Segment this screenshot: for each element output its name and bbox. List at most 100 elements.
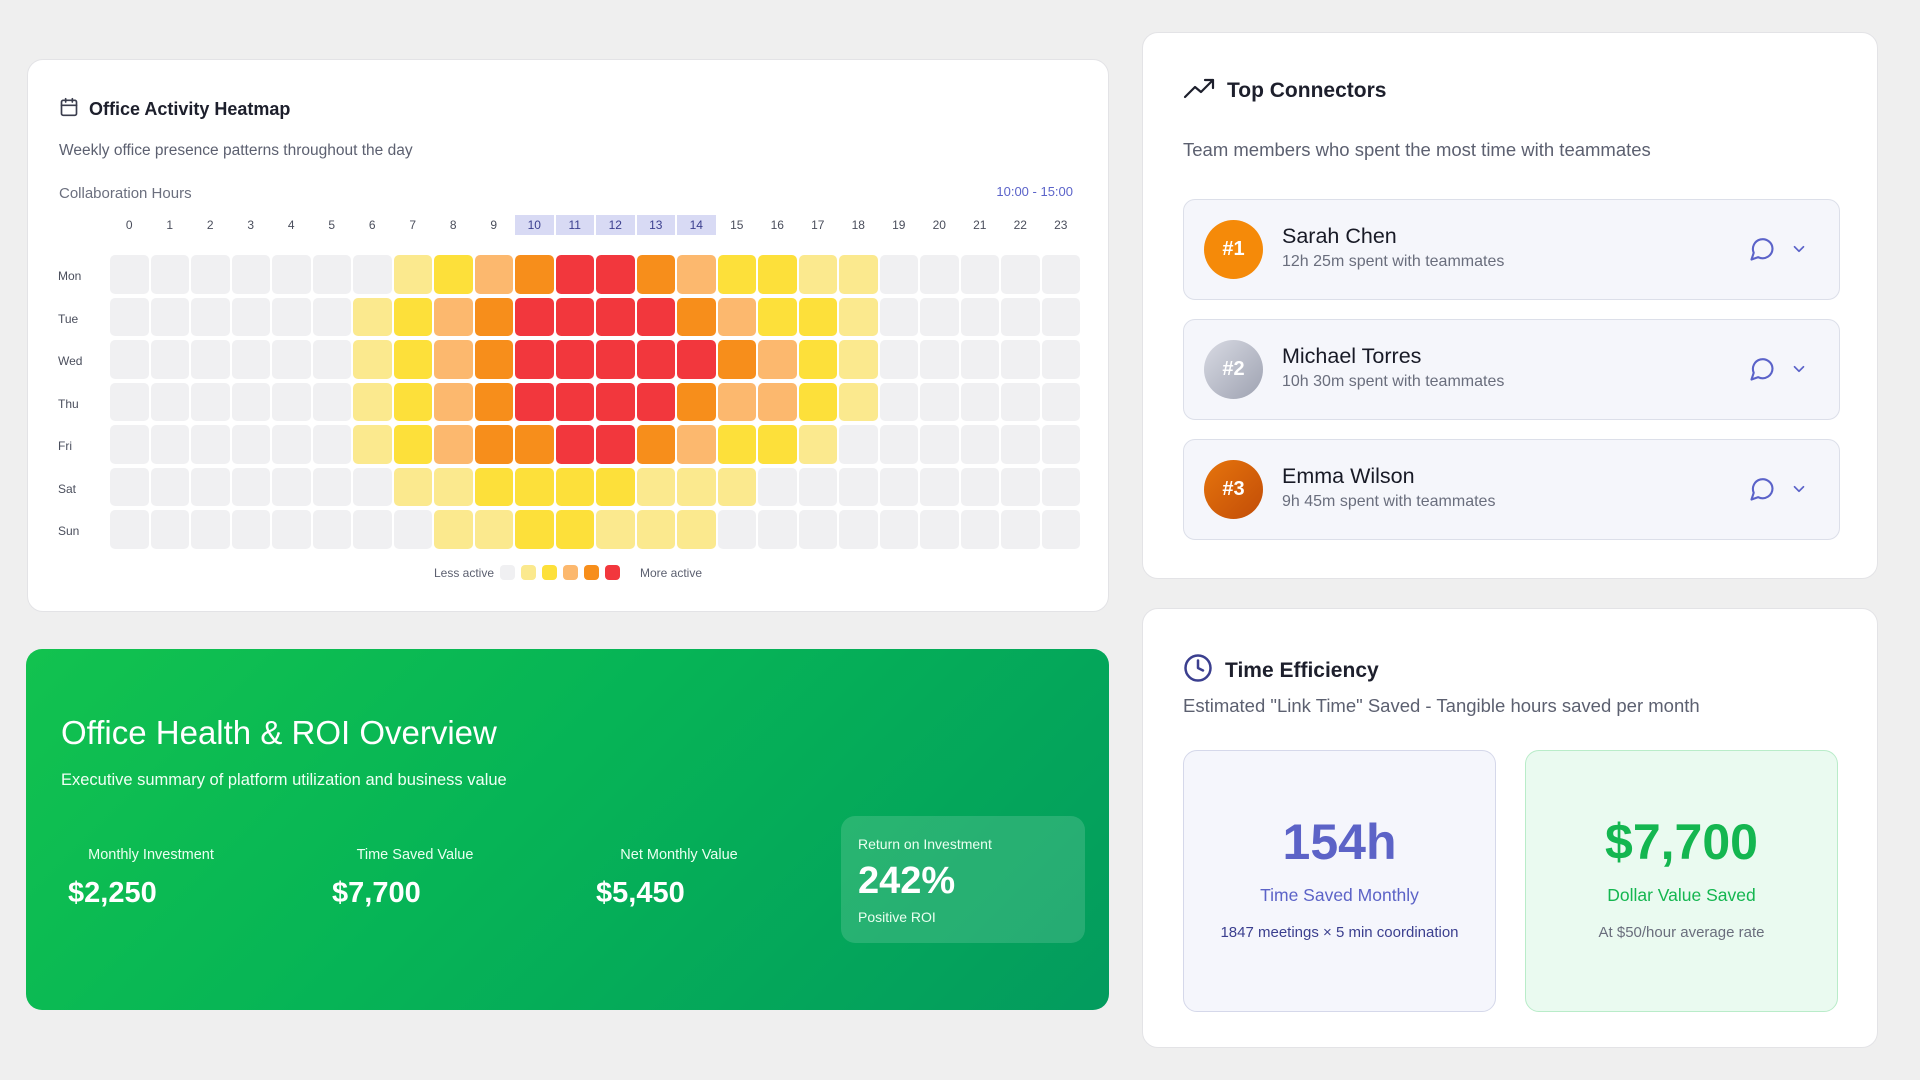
heatmap-cell[interactable]: [596, 340, 635, 379]
heatmap-cell[interactable]: [758, 467, 797, 506]
chevron-down-icon[interactable]: [1790, 480, 1808, 503]
heatmap-cell[interactable]: [960, 297, 999, 336]
heatmap-cell[interactable]: [272, 510, 311, 549]
heatmap-cell[interactable]: [474, 425, 513, 464]
heatmap-cell[interactable]: [555, 425, 594, 464]
chevron-down-icon[interactable]: [1790, 360, 1808, 383]
heatmap-cell[interactable]: [758, 340, 797, 379]
heatmap-cell[interactable]: [758, 425, 797, 464]
heatmap-cell[interactable]: [231, 297, 270, 336]
heatmap-cell[interactable]: [515, 510, 554, 549]
heatmap-cell[interactable]: [839, 467, 878, 506]
heatmap-cell[interactable]: [758, 382, 797, 421]
heatmap-cell[interactable]: [555, 297, 594, 336]
heatmap-cell[interactable]: [596, 382, 635, 421]
heatmap-cell[interactable]: [474, 382, 513, 421]
heatmap-cell[interactable]: [110, 425, 149, 464]
heatmap-cell[interactable]: [798, 425, 837, 464]
heatmap-cell[interactable]: [879, 510, 918, 549]
heatmap-cell[interactable]: [434, 340, 473, 379]
heatmap-cell[interactable]: [960, 382, 999, 421]
heatmap-cell[interactable]: [191, 255, 230, 294]
heatmap-cell[interactable]: [839, 340, 878, 379]
heatmap-cell[interactable]: [353, 510, 392, 549]
heatmap-cell[interactable]: [150, 467, 189, 506]
heatmap-cell[interactable]: [191, 382, 230, 421]
heatmap-cell[interactable]: [434, 425, 473, 464]
heatmap-cell[interactable]: [677, 467, 716, 506]
heatmap-cell[interactable]: [920, 255, 959, 294]
heatmap-cell[interactable]: [555, 510, 594, 549]
heatmap-cell[interactable]: [879, 340, 918, 379]
heatmap-cell[interactable]: [920, 297, 959, 336]
heatmap-cell[interactable]: [596, 425, 635, 464]
heatmap-cell[interactable]: [150, 340, 189, 379]
heatmap-cell[interactable]: [839, 255, 878, 294]
heatmap-cell[interactable]: [839, 382, 878, 421]
heatmap-cell[interactable]: [434, 510, 473, 549]
heatmap-cell[interactable]: [920, 340, 959, 379]
connector-item[interactable]: #2 Michael Torres 10h 30m spent with tea…: [1183, 319, 1840, 420]
heatmap-cell[interactable]: [353, 467, 392, 506]
heatmap-cell[interactable]: [960, 425, 999, 464]
heatmap-cell[interactable]: [798, 382, 837, 421]
heatmap-cell[interactable]: [1001, 510, 1040, 549]
heatmap-cell[interactable]: [312, 510, 351, 549]
heatmap-cell[interactable]: [1001, 297, 1040, 336]
heatmap-cell[interactable]: [636, 340, 675, 379]
heatmap-cell[interactable]: [555, 382, 594, 421]
heatmap-cell[interactable]: [231, 340, 270, 379]
heatmap-cell[interactable]: [636, 255, 675, 294]
heatmap-cell[interactable]: [596, 510, 635, 549]
heatmap-cell[interactable]: [879, 467, 918, 506]
heatmap-cell[interactable]: [150, 425, 189, 464]
heatmap-cell[interactable]: [474, 255, 513, 294]
heatmap-cell[interactable]: [1001, 425, 1040, 464]
heatmap-cell[interactable]: [434, 297, 473, 336]
heatmap-cell[interactable]: [960, 340, 999, 379]
heatmap-cell[interactable]: [312, 425, 351, 464]
heatmap-cell[interactable]: [515, 425, 554, 464]
heatmap-cell[interactable]: [353, 382, 392, 421]
heatmap-cell[interactable]: [110, 382, 149, 421]
heatmap-cell[interactable]: [555, 340, 594, 379]
heatmap-cell[interactable]: [1041, 340, 1080, 379]
heatmap-cell[interactable]: [515, 467, 554, 506]
heatmap-cell[interactable]: [191, 467, 230, 506]
heatmap-cell[interactable]: [1041, 297, 1080, 336]
heatmap-cell[interactable]: [110, 255, 149, 294]
heatmap-cell[interactable]: [879, 255, 918, 294]
heatmap-cell[interactable]: [474, 510, 513, 549]
heatmap-cell[interactable]: [758, 255, 797, 294]
heatmap-cell[interactable]: [515, 255, 554, 294]
heatmap-cell[interactable]: [474, 340, 513, 379]
heatmap-cell[interactable]: [879, 425, 918, 464]
heatmap-cell[interactable]: [677, 297, 716, 336]
heatmap-cell[interactable]: [636, 510, 675, 549]
heatmap-cell[interactable]: [312, 340, 351, 379]
heatmap-cell[interactable]: [191, 425, 230, 464]
heatmap-cell[interactable]: [150, 510, 189, 549]
heatmap-cell[interactable]: [231, 425, 270, 464]
heatmap-cell[interactable]: [353, 340, 392, 379]
heatmap-cell[interactable]: [434, 467, 473, 506]
heatmap-cell[interactable]: [717, 255, 756, 294]
heatmap-cell[interactable]: [434, 255, 473, 294]
heatmap-cell[interactable]: [110, 510, 149, 549]
heatmap-cell[interactable]: [717, 382, 756, 421]
heatmap-cell[interactable]: [191, 297, 230, 336]
heatmap-cell[interactable]: [798, 340, 837, 379]
heatmap-cell[interactable]: [798, 510, 837, 549]
heatmap-cell[interactable]: [191, 340, 230, 379]
heatmap-cell[interactable]: [920, 382, 959, 421]
heatmap-cell[interactable]: [393, 382, 432, 421]
heatmap-cell[interactable]: [839, 510, 878, 549]
heatmap-cell[interactable]: [150, 297, 189, 336]
heatmap-cell[interactable]: [758, 510, 797, 549]
heatmap-cell[interactable]: [272, 382, 311, 421]
heatmap-cell[interactable]: [312, 382, 351, 421]
heatmap-cell[interactable]: [393, 467, 432, 506]
heatmap-cell[interactable]: [272, 255, 311, 294]
heatmap-cell[interactable]: [353, 297, 392, 336]
heatmap-cell[interactable]: [839, 425, 878, 464]
